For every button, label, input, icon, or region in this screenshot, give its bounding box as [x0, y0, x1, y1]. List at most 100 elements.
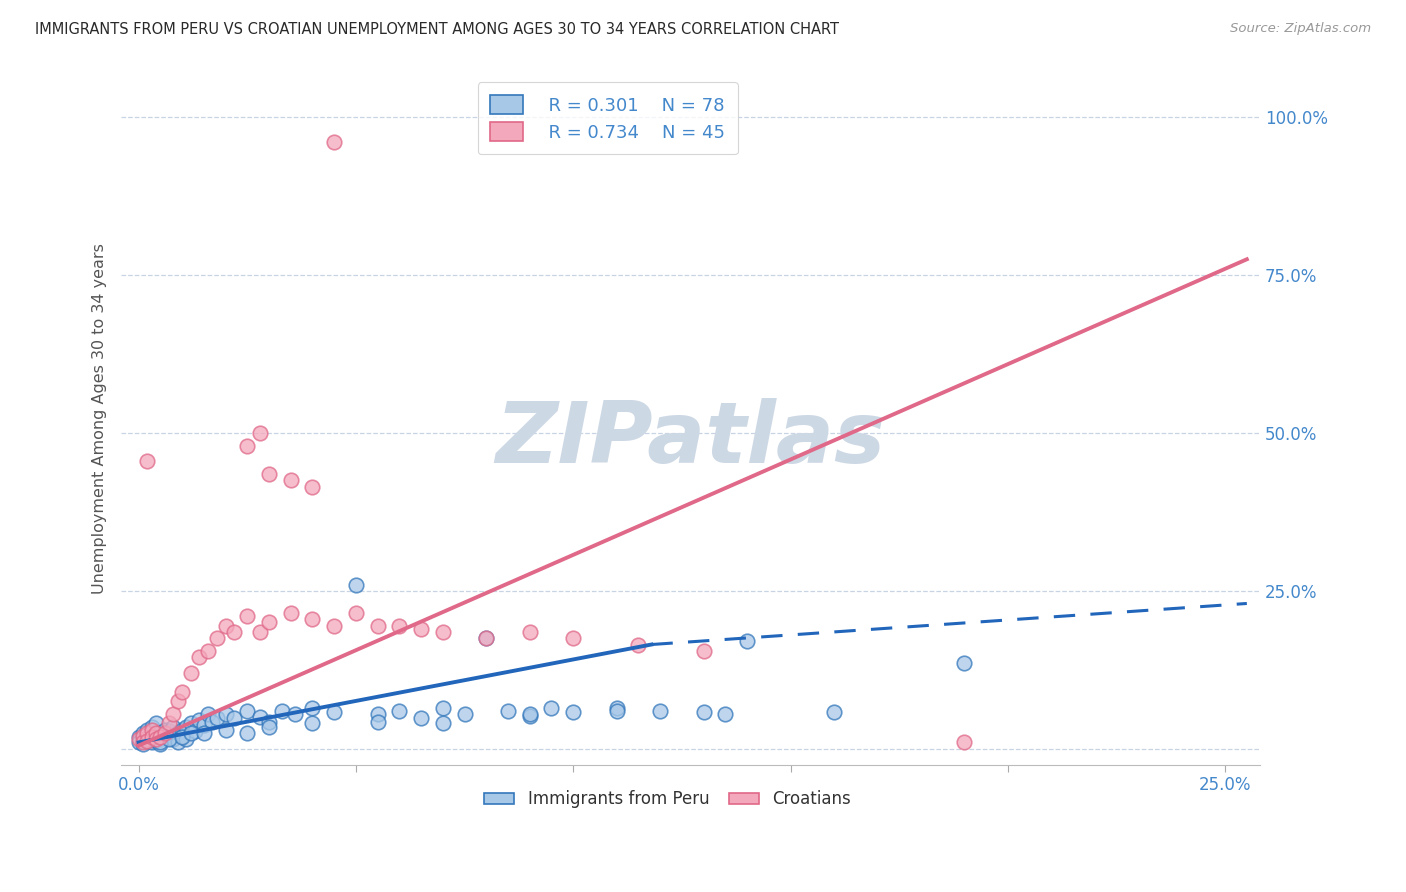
- Point: [136, 734, 159, 748]
- Point: [388, 618, 411, 632]
- Point: [280, 606, 302, 620]
- Point: [271, 704, 294, 718]
- Point: [519, 624, 541, 639]
- Point: [344, 606, 367, 620]
- Point: [257, 720, 280, 734]
- Point: [128, 732, 150, 747]
- Point: [136, 732, 159, 747]
- Point: [236, 439, 259, 453]
- Point: [236, 609, 259, 624]
- Point: [188, 650, 211, 665]
- Point: [214, 618, 236, 632]
- Point: [224, 711, 246, 725]
- Point: [166, 726, 188, 740]
- Point: [540, 700, 562, 714]
- Point: [176, 720, 198, 734]
- Point: [323, 136, 346, 150]
- Point: [170, 685, 193, 699]
- Point: [136, 726, 159, 740]
- Point: [236, 726, 259, 740]
- Point: [409, 622, 432, 636]
- Point: [132, 735, 155, 749]
- Point: [145, 734, 167, 748]
- Point: [301, 716, 323, 731]
- Point: [149, 735, 172, 749]
- Point: [141, 729, 163, 743]
- Point: [344, 577, 367, 591]
- Point: [136, 454, 159, 468]
- Point: [153, 723, 176, 737]
- Point: [409, 711, 432, 725]
- Point: [823, 705, 845, 719]
- Point: [170, 731, 193, 745]
- Point: [153, 729, 176, 743]
- Text: ZIPatlas: ZIPatlas: [495, 398, 886, 481]
- Point: [141, 731, 163, 745]
- Point: [519, 709, 541, 723]
- Point: [145, 732, 167, 747]
- Point: [180, 726, 202, 740]
- Point: [132, 729, 155, 743]
- Point: [323, 618, 346, 632]
- Point: [145, 716, 167, 731]
- Point: [197, 706, 219, 721]
- Point: [145, 729, 167, 743]
- Point: [205, 711, 228, 725]
- Point: [367, 706, 389, 721]
- Point: [953, 657, 976, 671]
- Point: [149, 737, 172, 751]
- Point: [141, 720, 163, 734]
- Point: [388, 704, 411, 718]
- Point: [224, 624, 246, 639]
- Point: [496, 704, 519, 718]
- Point: [432, 700, 454, 714]
- Point: [149, 726, 172, 740]
- Point: [692, 705, 714, 719]
- Point: [249, 425, 271, 440]
- Point: [367, 715, 389, 730]
- Point: [162, 732, 184, 747]
- Point: [562, 705, 585, 719]
- Point: [136, 734, 159, 748]
- Point: [162, 706, 184, 721]
- Point: [257, 467, 280, 481]
- Point: [136, 728, 159, 742]
- Point: [141, 731, 163, 745]
- Point: [692, 644, 714, 658]
- Point: [197, 644, 219, 658]
- Point: [280, 473, 302, 487]
- Point: [284, 706, 307, 721]
- Point: [193, 726, 215, 740]
- Point: [132, 732, 155, 747]
- Point: [128, 731, 150, 745]
- Point: [606, 704, 628, 718]
- Point: [301, 480, 323, 494]
- Point: [953, 735, 976, 749]
- Point: [519, 706, 541, 721]
- Point: [136, 723, 159, 737]
- Text: IMMIGRANTS FROM PERU VS CROATIAN UNEMPLOYMENT AMONG AGES 30 TO 34 YEARS CORRELAT: IMMIGRANTS FROM PERU VS CROATIAN UNEMPLO…: [35, 22, 839, 37]
- Point: [149, 732, 172, 747]
- Point: [249, 624, 271, 639]
- Point: [188, 714, 211, 728]
- Point: [141, 723, 163, 737]
- Point: [562, 631, 585, 645]
- Point: [301, 700, 323, 714]
- Legend: Immigrants from Peru, Croatians: Immigrants from Peru, Croatians: [478, 784, 858, 815]
- Point: [323, 705, 346, 719]
- Point: [735, 634, 758, 648]
- Point: [193, 717, 215, 731]
- Point: [475, 631, 498, 645]
- Point: [606, 700, 628, 714]
- Point: [201, 715, 224, 730]
- Point: [166, 735, 188, 749]
- Point: [170, 723, 193, 737]
- Point: [214, 706, 236, 721]
- Point: [714, 706, 737, 721]
- Point: [627, 638, 650, 652]
- Point: [214, 723, 236, 737]
- Point: [166, 694, 188, 708]
- Point: [180, 665, 202, 680]
- Point: [205, 631, 228, 645]
- Point: [650, 704, 672, 718]
